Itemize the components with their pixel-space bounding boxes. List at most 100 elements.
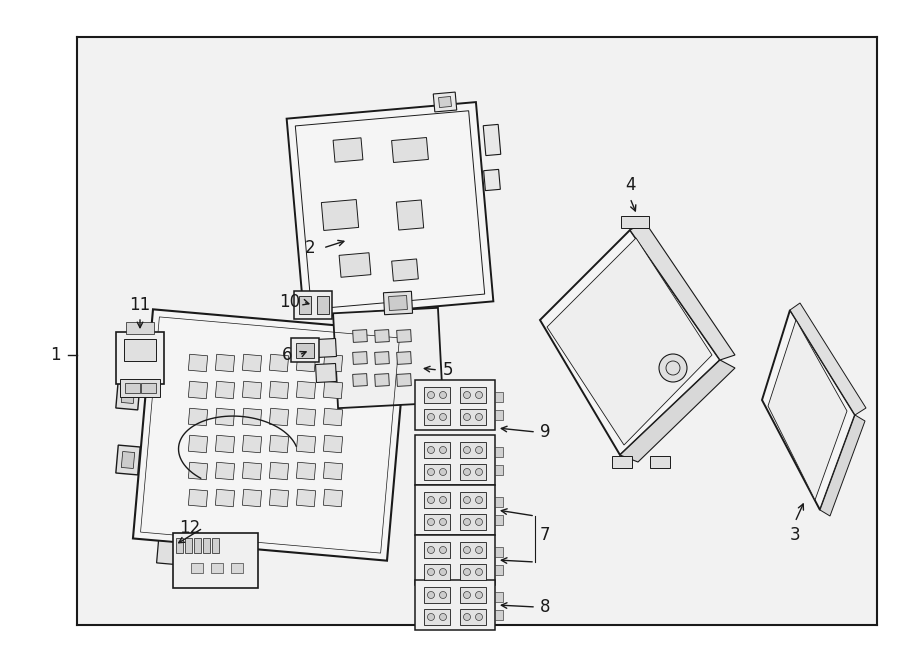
- Polygon shape: [323, 408, 343, 426]
- Polygon shape: [122, 387, 135, 403]
- Polygon shape: [176, 537, 183, 553]
- Polygon shape: [296, 462, 316, 480]
- Polygon shape: [294, 291, 332, 319]
- Polygon shape: [333, 138, 363, 162]
- Polygon shape: [415, 435, 495, 485]
- Polygon shape: [124, 383, 140, 393]
- Text: 1: 1: [50, 346, 60, 364]
- Polygon shape: [126, 322, 154, 334]
- Polygon shape: [424, 587, 450, 603]
- Polygon shape: [296, 435, 316, 453]
- Polygon shape: [231, 563, 243, 573]
- Circle shape: [428, 568, 435, 576]
- Circle shape: [464, 592, 471, 598]
- Circle shape: [659, 354, 687, 382]
- Polygon shape: [120, 379, 160, 397]
- Polygon shape: [392, 259, 418, 281]
- Polygon shape: [333, 308, 443, 408]
- Polygon shape: [202, 537, 210, 553]
- Polygon shape: [323, 381, 343, 399]
- Polygon shape: [215, 408, 235, 426]
- Polygon shape: [483, 124, 500, 155]
- Text: 6: 6: [282, 346, 292, 364]
- Polygon shape: [269, 354, 289, 371]
- Polygon shape: [374, 330, 390, 342]
- Circle shape: [475, 469, 482, 475]
- Polygon shape: [299, 296, 311, 314]
- Polygon shape: [650, 456, 670, 468]
- Text: 5: 5: [443, 361, 454, 379]
- Circle shape: [439, 391, 446, 399]
- Polygon shape: [316, 364, 337, 383]
- Polygon shape: [424, 514, 450, 530]
- Polygon shape: [424, 464, 450, 480]
- Polygon shape: [184, 537, 192, 553]
- Polygon shape: [483, 169, 500, 190]
- Polygon shape: [460, 564, 486, 580]
- Polygon shape: [424, 442, 450, 458]
- Polygon shape: [116, 332, 164, 384]
- Polygon shape: [77, 37, 877, 625]
- Polygon shape: [495, 447, 503, 457]
- Polygon shape: [269, 408, 289, 426]
- Polygon shape: [321, 200, 359, 231]
- Polygon shape: [630, 222, 735, 360]
- Text: 3: 3: [789, 526, 800, 544]
- Circle shape: [428, 613, 435, 621]
- Circle shape: [464, 613, 471, 621]
- Polygon shape: [460, 542, 486, 558]
- Circle shape: [464, 414, 471, 420]
- Polygon shape: [460, 492, 486, 508]
- Polygon shape: [424, 409, 450, 425]
- Circle shape: [428, 518, 435, 525]
- Circle shape: [428, 496, 435, 504]
- Circle shape: [464, 518, 471, 525]
- Polygon shape: [269, 489, 289, 507]
- Circle shape: [475, 446, 482, 453]
- Polygon shape: [188, 354, 208, 371]
- Circle shape: [464, 496, 471, 504]
- Polygon shape: [269, 462, 289, 480]
- Text: 11: 11: [130, 296, 150, 314]
- Polygon shape: [188, 435, 208, 453]
- Circle shape: [439, 446, 446, 453]
- Circle shape: [464, 446, 471, 453]
- Polygon shape: [397, 352, 411, 364]
- Polygon shape: [316, 338, 337, 358]
- Polygon shape: [495, 610, 503, 620]
- Polygon shape: [790, 303, 866, 415]
- Polygon shape: [374, 352, 390, 364]
- Text: 2: 2: [305, 239, 315, 257]
- Polygon shape: [286, 102, 493, 318]
- Circle shape: [464, 547, 471, 553]
- Polygon shape: [620, 360, 735, 462]
- Polygon shape: [397, 330, 411, 342]
- Polygon shape: [269, 381, 289, 399]
- Polygon shape: [353, 373, 367, 387]
- Polygon shape: [495, 410, 503, 420]
- Circle shape: [475, 414, 482, 420]
- Polygon shape: [296, 489, 316, 507]
- Polygon shape: [188, 462, 208, 480]
- Circle shape: [464, 469, 471, 475]
- Polygon shape: [424, 564, 450, 580]
- Polygon shape: [188, 489, 208, 507]
- Text: 9: 9: [540, 423, 550, 441]
- Polygon shape: [140, 383, 156, 393]
- Polygon shape: [215, 462, 235, 480]
- Polygon shape: [415, 535, 495, 585]
- Polygon shape: [415, 485, 495, 535]
- Circle shape: [475, 547, 482, 553]
- Polygon shape: [762, 310, 855, 510]
- Polygon shape: [215, 354, 235, 371]
- Circle shape: [428, 391, 435, 399]
- Polygon shape: [495, 565, 503, 575]
- Polygon shape: [820, 415, 865, 516]
- Polygon shape: [339, 253, 371, 277]
- Text: 12: 12: [179, 519, 201, 537]
- Polygon shape: [392, 137, 428, 163]
- Circle shape: [464, 391, 471, 399]
- Polygon shape: [460, 409, 486, 425]
- Polygon shape: [116, 380, 140, 410]
- Circle shape: [439, 592, 446, 598]
